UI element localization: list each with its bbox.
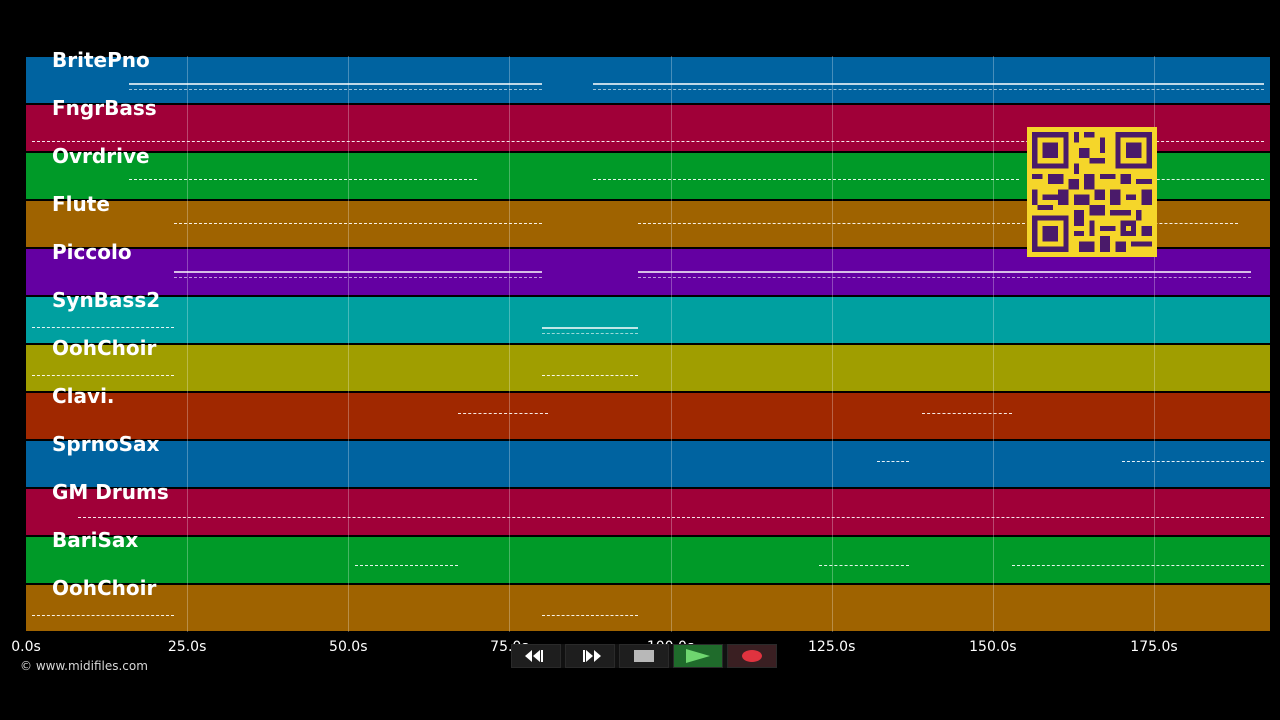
note-segment	[1025, 271, 1251, 278]
track-lane: BritePno	[26, 48, 1270, 103]
play-button[interactable]	[673, 644, 723, 668]
note-segment	[457, 413, 549, 415]
qr-code-icon	[1027, 127, 1157, 257]
note-segment	[638, 223, 1026, 225]
note-segment	[129, 83, 542, 90]
grid-line	[509, 56, 511, 632]
record-icon	[742, 650, 762, 662]
note-segment	[32, 375, 175, 377]
time-tick-label: 0.0s	[11, 639, 41, 655]
time-tick-label: 150.0s	[969, 639, 1017, 655]
note-segment	[1057, 83, 1264, 90]
track-label: Piccolo	[52, 240, 132, 264]
track-lane: Clavi.	[26, 384, 1270, 439]
copyright-text: © www.midifiles.com	[20, 659, 148, 673]
rewind-button[interactable]	[511, 644, 561, 668]
grid-line	[348, 56, 350, 632]
note-segment	[1121, 461, 1264, 463]
track-lane: OohChoir	[26, 336, 1270, 391]
note-segment	[541, 327, 639, 334]
note-segment	[593, 83, 1058, 90]
track-label: GM Drums	[52, 480, 169, 504]
stop-button[interactable]	[619, 644, 669, 668]
note-segment	[174, 223, 542, 225]
track-label: FngrBass	[52, 96, 157, 120]
track-label: Clavi.	[52, 384, 115, 408]
track-label: Ovrdrive	[52, 144, 150, 168]
track-lane: OohChoir	[26, 576, 1270, 631]
track-label: BritePno	[52, 48, 150, 72]
note-segment	[32, 141, 1264, 143]
track-lane: GM Drums	[26, 480, 1270, 535]
note-segment	[1012, 565, 1264, 567]
note-segment	[876, 461, 910, 463]
note-segment	[541, 615, 639, 617]
note-segment	[174, 271, 542, 278]
note-segment	[638, 271, 1026, 278]
playback-controls	[511, 644, 777, 668]
note-segment	[1121, 179, 1264, 181]
note-segment	[941, 179, 1019, 181]
time-tick-label: 175.0s	[1130, 639, 1178, 655]
note-segment	[354, 565, 458, 567]
grid-line	[670, 56, 672, 632]
track-label: OohChoir	[52, 336, 157, 360]
record-button[interactable]	[727, 644, 777, 668]
note-segment	[593, 179, 942, 181]
time-tick-label: 125.0s	[808, 639, 856, 655]
track-lane: BariSax	[26, 528, 1270, 583]
time-tick-label: 25.0s	[167, 639, 207, 655]
track-label: SynBass2	[52, 288, 161, 312]
track-lane: SprnoSax	[26, 432, 1270, 487]
rewind-icon	[525, 650, 543, 662]
track-lane: SynBass2	[26, 288, 1270, 343]
note-segment	[1108, 223, 1238, 225]
note-segment	[77, 517, 1264, 519]
fast-forward-button[interactable]	[565, 644, 615, 668]
grid-line	[187, 56, 189, 632]
note-segment	[921, 413, 1013, 415]
grid-line	[1153, 56, 1155, 632]
track-label: Flute	[52, 192, 110, 216]
grid-line	[831, 56, 833, 632]
fast-forward-icon	[583, 650, 601, 662]
track-label: BariSax	[52, 528, 139, 552]
note-segment	[818, 565, 910, 567]
play-icon	[686, 649, 710, 663]
grid-line	[992, 56, 994, 632]
note-segment	[32, 327, 175, 329]
track-label: SprnoSax	[52, 432, 160, 456]
stop-icon	[634, 650, 654, 662]
time-tick-label: 50.0s	[329, 639, 368, 655]
note-segment	[32, 615, 175, 617]
note-segment	[541, 375, 639, 377]
note-segment	[129, 179, 478, 181]
track-label: OohChoir	[52, 576, 157, 600]
